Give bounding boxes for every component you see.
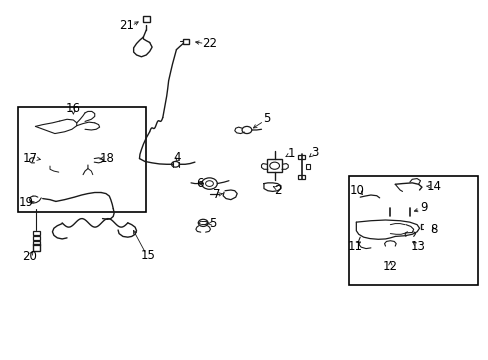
Bar [405,236,413,244]
Text: 18: 18 [100,152,115,165]
Bar [19,107,145,212]
Text: 10: 10 [349,184,364,197]
Bar [33,236,40,240]
Bar [33,244,40,251]
Bar [38,158,42,162]
Text: 3: 3 [311,146,318,159]
Text: 11: 11 [347,240,362,253]
Bar [33,241,40,245]
Bar [305,163,309,169]
Bar [420,221,431,231]
Bar [298,155,305,159]
Text: 20: 20 [22,250,37,263]
Text: 9: 9 [420,201,427,214]
Bar [389,208,409,216]
Text: 13: 13 [410,240,425,253]
Text: 5: 5 [209,217,216,230]
Text: 16: 16 [66,102,81,115]
Bar [266,159,282,172]
Bar [348,176,477,285]
Text: 14: 14 [426,180,441,193]
Text: 15: 15 [141,249,155,262]
Text: 22: 22 [202,37,217,50]
Text: 2: 2 [273,184,281,197]
Text: 12: 12 [382,260,397,273]
Text: 7: 7 [212,188,220,201]
Text: 4: 4 [173,151,181,165]
Text: 8: 8 [429,223,437,236]
Text: 17: 17 [23,152,38,165]
Bar [33,231,40,235]
Text: 5: 5 [262,112,269,125]
Text: 6: 6 [196,177,203,190]
Text: 1: 1 [287,147,294,160]
Bar [298,175,305,179]
Bar [384,247,395,253]
Bar [142,17,149,22]
Text: 21: 21 [119,19,134,32]
Bar [360,199,369,203]
Text: 19: 19 [18,195,33,209]
Bar [183,39,189,44]
